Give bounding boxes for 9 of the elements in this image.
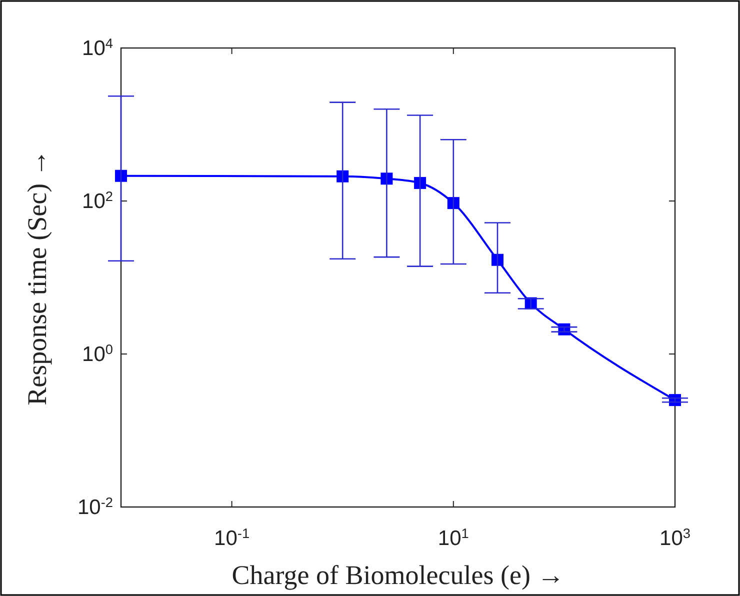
x-tick-label: 10$^{1}$ [438, 526, 469, 550]
x-tick-label: 10$^{3}$ [660, 526, 690, 550]
y-tick-label: 10$^{-2}$ [78, 494, 113, 519]
y-tick-label: 10$^{0}$ [82, 342, 114, 366]
y-tick-label: 10$^{2}$ [82, 188, 113, 213]
x-tick-label: 10$^{-1}$ [214, 526, 250, 550]
y-tick-label: 10$^{4}$ [82, 36, 114, 60]
y-axis-title: Response time (Sec) → [22, 150, 52, 406]
x-axis-title: Charge of Biomolecules (e) → [232, 560, 564, 590]
